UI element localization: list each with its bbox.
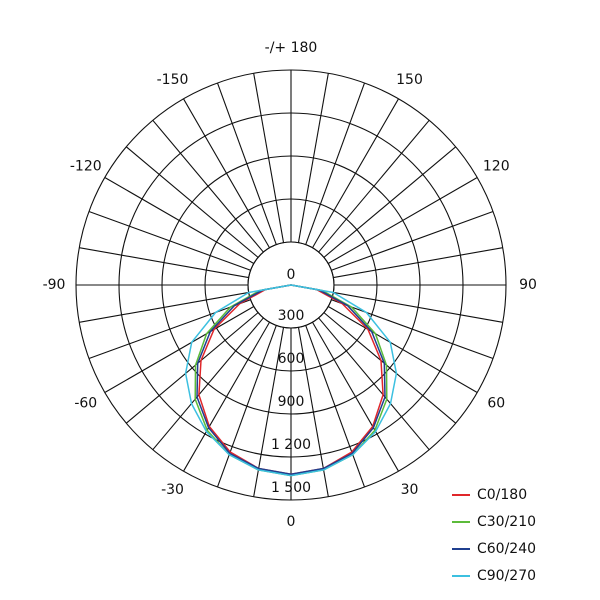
angle-tick-label: -120 (70, 159, 102, 175)
ring (118, 112, 464, 458)
r-tick-label: 1 200 (271, 437, 311, 453)
ring (161, 155, 421, 415)
angle-tick-label: -/+ 180 (265, 40, 318, 56)
legend-label: C0/180 (477, 487, 527, 503)
angle-tick-label: 150 (396, 72, 423, 88)
inner-ring (247, 241, 335, 329)
angle-tick-label: 30 (401, 482, 419, 498)
angle-tick-label: 90 (519, 277, 537, 293)
r-tick-label: 900 (278, 394, 305, 410)
angle-tick-label: -30 (161, 482, 184, 498)
intensity-curve (196, 284, 386, 475)
r-tick-label: 600 (278, 351, 305, 367)
ring (75, 69, 507, 501)
legend-label: C60/240 (477, 541, 536, 557)
r-tick-label: 1 500 (271, 480, 311, 496)
angle-tick-label: 0 (287, 514, 296, 530)
angle-tick-label: 60 (487, 396, 505, 412)
intensity-curve (184, 284, 398, 477)
angle-tick-label: -150 (157, 72, 189, 88)
angle-tick-label: -60 (74, 396, 97, 412)
legend-label: C90/270 (477, 568, 536, 584)
r-tick-label: 300 (278, 308, 305, 324)
r-tick-label: 0 (287, 267, 296, 283)
angle-tick-label: 120 (483, 159, 510, 175)
legend-label: C30/210 (477, 514, 536, 530)
ring (204, 198, 378, 372)
angle-tick-label: -90 (43, 277, 66, 293)
